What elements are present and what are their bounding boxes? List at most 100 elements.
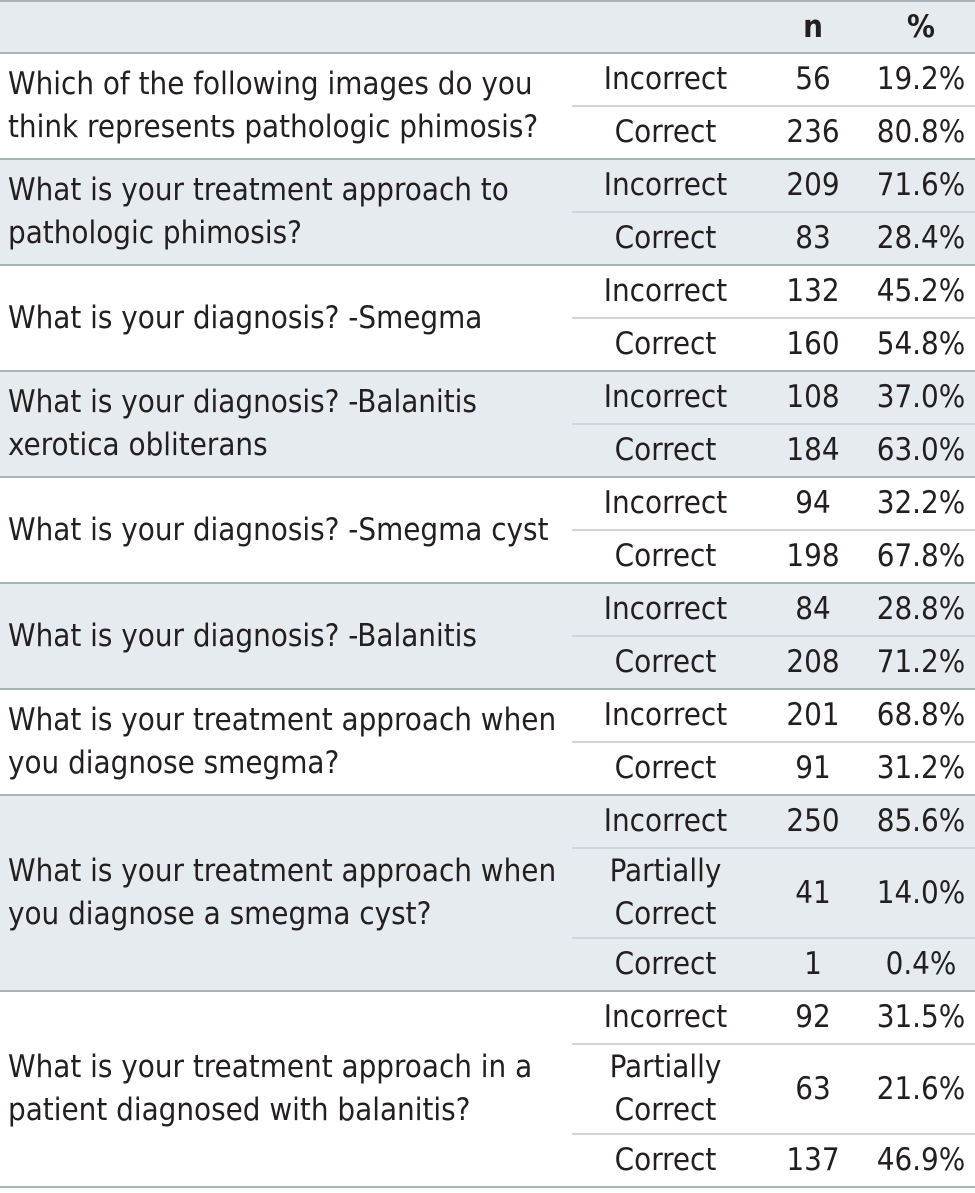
- question-group: What is your treatment approach in a pat…: [0, 991, 975, 1188]
- percent-cell: 21.6%: [867, 1044, 975, 1135]
- table-row: What is your treatment approach to patho…: [0, 159, 975, 266]
- percent-cell: 28.4%: [867, 212, 975, 266]
- question-text: What is your diagnosis? -Smegma cyst: [0, 477, 572, 584]
- count-cell: 56: [759, 53, 867, 107]
- table-row: Correct 198 67.8%: [0, 530, 975, 584]
- question-group: What is your diagnosis? -Smegma cyst Inc…: [0, 477, 975, 584]
- answer-label: Incorrect: [572, 371, 759, 425]
- table-row: What is your diagnosis? -Balanitis xerot…: [0, 371, 975, 478]
- answer-label: Partially Correct: [572, 848, 759, 939]
- count-cell: 41: [759, 848, 867, 939]
- percent-cell: 31.2%: [867, 742, 975, 796]
- table-row: Correct 137 46.9%: [0, 1134, 975, 1188]
- question-text: What is your diagnosis? -Smegma: [0, 265, 572, 372]
- count-cell: 91: [759, 742, 867, 796]
- question-text: What is your diagnosis? -Balanitis: [0, 583, 572, 690]
- answer-label: Correct: [572, 938, 759, 992]
- answer-label: Incorrect: [572, 53, 759, 107]
- question-group: What is your diagnosis? -Smegma Incorrec…: [0, 265, 975, 372]
- answer-label: Correct: [572, 530, 759, 584]
- answer-label: Correct: [572, 1134, 759, 1188]
- question-group: What is your treatment approach when you…: [0, 689, 975, 796]
- percent-cell: 19.2%: [867, 53, 975, 107]
- answer-label: Correct: [572, 636, 759, 690]
- question-group: What is your diagnosis? -Balanitis xerot…: [0, 371, 975, 478]
- table-row: Correct 208 71.2%: [0, 636, 975, 690]
- answer-label: Incorrect: [572, 265, 759, 319]
- question-text: What is your treatment approach in a pat…: [0, 991, 572, 1188]
- answer-label: Correct: [572, 742, 759, 796]
- percent-cell: 46.9%: [867, 1134, 975, 1188]
- question-text: Which of the following images do you thi…: [0, 53, 572, 160]
- answer-label: Incorrect: [572, 583, 759, 637]
- question-text: What is your treatment approach to patho…: [0, 159, 572, 266]
- question-text: What is your diagnosis? -Balanitis xerot…: [0, 371, 572, 478]
- question-group: What is your treatment approach to patho…: [0, 159, 975, 266]
- table-row: Correct 83 28.4%: [0, 212, 975, 266]
- count-cell: 108: [759, 371, 867, 425]
- header-answer: [572, 0, 759, 54]
- answer-label: Correct: [572, 106, 759, 160]
- table-row: Partially Correct 63 21.6%: [0, 1044, 975, 1135]
- question-text: What is your treatment approach when you…: [0, 689, 572, 796]
- percent-cell: 68.8%: [867, 689, 975, 743]
- percent-cell: 37.0%: [867, 371, 975, 425]
- percent-cell: 45.2%: [867, 265, 975, 319]
- count-cell: 208: [759, 636, 867, 690]
- percent-cell: 0.4%: [867, 938, 975, 992]
- table-row: What is your treatment approach when you…: [0, 689, 975, 796]
- count-cell: 250: [759, 795, 867, 849]
- count-cell: 63: [759, 1044, 867, 1135]
- count-cell: 1: [759, 938, 867, 992]
- question-group: What is your treatment approach when you…: [0, 795, 975, 992]
- table-row: What is your diagnosis? -Smegma cyst Inc…: [0, 477, 975, 584]
- table-row: What is your treatment approach in a pat…: [0, 991, 975, 1188]
- percent-cell: 80.8%: [867, 106, 975, 160]
- percent-cell: 67.8%: [867, 530, 975, 584]
- table-row: Correct 91 31.2%: [0, 742, 975, 796]
- answer-label: Incorrect: [572, 689, 759, 743]
- answer-label: Correct: [572, 424, 759, 478]
- table-row: What is your diagnosis? -Balanitis Incor…: [0, 583, 975, 690]
- percent-cell: 31.5%: [867, 991, 975, 1045]
- answer-label: Partially Correct: [572, 1044, 759, 1135]
- percent-cell: 85.6%: [867, 795, 975, 849]
- count-cell: 94: [759, 477, 867, 531]
- header-percent: %: [867, 0, 975, 54]
- count-cell: 160: [759, 318, 867, 372]
- header-question: [0, 0, 572, 54]
- percent-cell: 54.8%: [867, 318, 975, 372]
- question-text: What is your treatment approach when you…: [0, 795, 572, 992]
- table-row: Partially Correct 41 14.0%: [0, 848, 975, 939]
- header-n: n: [759, 0, 867, 54]
- answer-label: Correct: [572, 318, 759, 372]
- count-cell: 201: [759, 689, 867, 743]
- count-cell: 84: [759, 583, 867, 637]
- count-cell: 236: [759, 106, 867, 160]
- count-cell: 132: [759, 265, 867, 319]
- percent-cell: 28.8%: [867, 583, 975, 637]
- table-row: What is your diagnosis? -Smegma Incorrec…: [0, 265, 975, 372]
- count-cell: 83: [759, 212, 867, 266]
- answer-label: Incorrect: [572, 477, 759, 531]
- table-row: Correct 236 80.8%: [0, 106, 975, 160]
- count-cell: 209: [759, 159, 867, 213]
- answer-label: Incorrect: [572, 159, 759, 213]
- percent-cell: 63.0%: [867, 424, 975, 478]
- count-cell: 137: [759, 1134, 867, 1188]
- question-group: Which of the following images do you thi…: [0, 53, 975, 160]
- question-group: What is your diagnosis? -Balanitis Incor…: [0, 583, 975, 690]
- table-row: Correct 1 0.4%: [0, 938, 975, 992]
- percent-cell: 71.2%: [867, 636, 975, 690]
- answer-label: Correct: [572, 212, 759, 266]
- table-row: Correct 160 54.8%: [0, 318, 975, 372]
- answer-label: Incorrect: [572, 991, 759, 1045]
- header-row: n %: [0, 0, 975, 54]
- table-row: Which of the following images do you thi…: [0, 53, 975, 160]
- count-cell: 198: [759, 530, 867, 584]
- count-cell: 184: [759, 424, 867, 478]
- count-cell: 92: [759, 991, 867, 1045]
- percent-cell: 32.2%: [867, 477, 975, 531]
- percent-cell: 71.6%: [867, 159, 975, 213]
